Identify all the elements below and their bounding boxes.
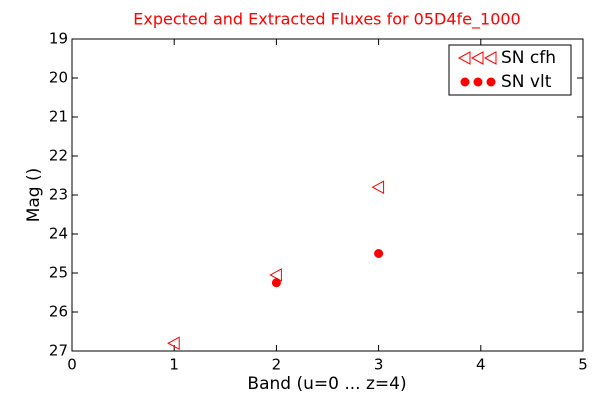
point (269, 268, 282, 282)
point (167, 336, 180, 351)
y-axis-label: Mag () (24, 168, 44, 223)
legend-marker (486, 77, 496, 87)
x-tick-label: 3 (374, 356, 384, 374)
y-tick-label: 19 (49, 30, 68, 48)
legend-marker (473, 77, 483, 87)
point (271, 278, 281, 288)
chart-title: Expected and Extracted Fluxes for 05D4fe… (133, 10, 520, 30)
x-tick-label: 4 (476, 356, 486, 374)
y-tick-label: 22 (49, 147, 68, 165)
x-axis-label: Band (u=0 ... z=4) (247, 374, 406, 394)
legend-marker (457, 51, 471, 65)
legend-marker (483, 51, 497, 65)
y-tick-label: 25 (49, 264, 68, 282)
x-tick-label: 0 (67, 356, 77, 374)
x-tick-label: 2 (272, 356, 282, 374)
y-tick-label: 20 (49, 69, 68, 87)
y-tick-label: 24 (49, 225, 68, 243)
legend-label: SN vlt (501, 72, 552, 92)
x-tick-label: 5 (578, 356, 588, 374)
legend-marker (460, 77, 470, 87)
point (374, 249, 384, 258)
point (371, 180, 385, 195)
y-tick-label: 26 (49, 303, 68, 321)
y-tick-label: 23 (49, 186, 68, 204)
y-tick-label: 21 (49, 108, 68, 126)
legend-marker (470, 51, 484, 65)
x-tick-label: 1 (169, 356, 179, 374)
legend-box (448, 44, 572, 96)
y-tick-label: 27 (49, 342, 68, 360)
legend-label: SN cfh (501, 48, 556, 68)
